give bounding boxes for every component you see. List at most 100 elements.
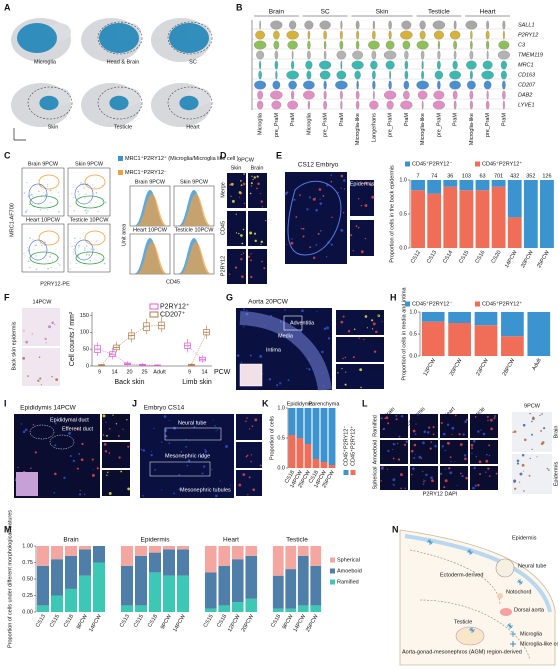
cell: [77, 194, 79, 195]
cell: [57, 263, 59, 265]
cell: [115, 423, 118, 425]
cell: [80, 182, 82, 184]
legend-icon: [510, 631, 516, 637]
bar-segment: [501, 336, 524, 356]
bar-segment: [507, 180, 522, 218]
cell: [44, 266, 45, 268]
legend-label: Ramified: [337, 579, 359, 585]
bar-segment: [245, 598, 258, 612]
umap-cluster: [17, 23, 57, 53]
cell: [241, 275, 244, 278]
cell: [295, 216, 298, 218]
bar-segment: [427, 193, 442, 248]
cell: [47, 183, 49, 186]
inset: [239, 363, 263, 387]
bar-segment: [448, 323, 471, 356]
cell: [518, 481, 521, 483]
panel-letter: F: [4, 292, 10, 302]
cell: [530, 433, 533, 436]
x-tick-label: 12PCW: [423, 357, 438, 377]
cell: [250, 454, 252, 456]
cell: [392, 443, 395, 446]
cell: [253, 232, 257, 235]
axis-label: CD45: [166, 279, 180, 285]
bar-segment: [296, 438, 304, 468]
cell: [103, 443, 107, 446]
microglia-icon: [517, 579, 523, 585]
cell: [196, 421, 199, 423]
violin: [404, 50, 409, 60]
panel-title: Aorta 20PCW: [248, 299, 289, 306]
cell: [259, 354, 263, 358]
cell: [486, 416, 489, 418]
gate: [75, 195, 105, 209]
cell: [412, 467, 415, 470]
bar-segment: [272, 608, 284, 612]
cell: [81, 182, 83, 184]
legend-swatch: [350, 470, 356, 475]
cell: [461, 474, 464, 478]
violin: [469, 70, 473, 80]
cell: [38, 356, 41, 359]
cell: [47, 185, 48, 187]
cell: [464, 457, 467, 461]
violin: [437, 80, 441, 90]
x-tick-label: 25: [141, 369, 147, 375]
bar-segment: [475, 180, 490, 191]
cell: [249, 192, 252, 195]
cell: [340, 174, 344, 178]
cell: [29, 237, 31, 239]
umap-outline: [27, 86, 73, 120]
violin: [486, 20, 489, 30]
bar-segment: [312, 459, 320, 468]
cell: [364, 237, 367, 240]
cell: [40, 242, 42, 244]
cell: [319, 202, 323, 205]
cell: [400, 487, 403, 490]
cell: [371, 328, 374, 330]
cell: [373, 350, 377, 353]
structure-label: Mesonephric ridge: [165, 453, 210, 459]
cell: [470, 443, 474, 447]
cell: [24, 191, 26, 193]
bar-segment: [64, 546, 78, 556]
cell: [375, 330, 378, 334]
violin: [486, 40, 490, 50]
cell: [325, 255, 328, 258]
cell: [344, 383, 347, 386]
cell: [371, 319, 374, 322]
x-tick-label: 14PCW: [504, 249, 519, 269]
cell: [422, 441, 425, 445]
cell: [366, 327, 369, 329]
layer-label: Adventitia: [290, 320, 315, 326]
median-trend: [191, 332, 207, 366]
legend-swatch: [118, 170, 123, 175]
violin: [452, 60, 458, 70]
cell: [250, 460, 252, 463]
cell: [395, 414, 398, 417]
violin: [273, 30, 280, 40]
cell: [23, 253, 25, 255]
cell: [400, 415, 404, 418]
violin: [433, 90, 445, 100]
bar-segment: [78, 575, 92, 612]
cell: [523, 438, 527, 442]
cell: [240, 180, 242, 182]
cell: [50, 267, 52, 269]
violin: [500, 70, 507, 80]
violin: [270, 20, 283, 30]
cell: [240, 361, 243, 364]
cell: [100, 258, 102, 260]
bar-segment: [328, 408, 336, 465]
cell: [238, 483, 242, 487]
violin: [259, 60, 262, 70]
bar-segment: [523, 180, 538, 248]
cell: [355, 225, 358, 228]
cell: [33, 248, 35, 250]
cell: [493, 417, 496, 420]
y-tick-label: 0.0: [277, 465, 285, 471]
cell: [531, 448, 533, 451]
bar-segment: [421, 321, 445, 356]
cell: [58, 210, 60, 213]
cell: [37, 379, 40, 382]
